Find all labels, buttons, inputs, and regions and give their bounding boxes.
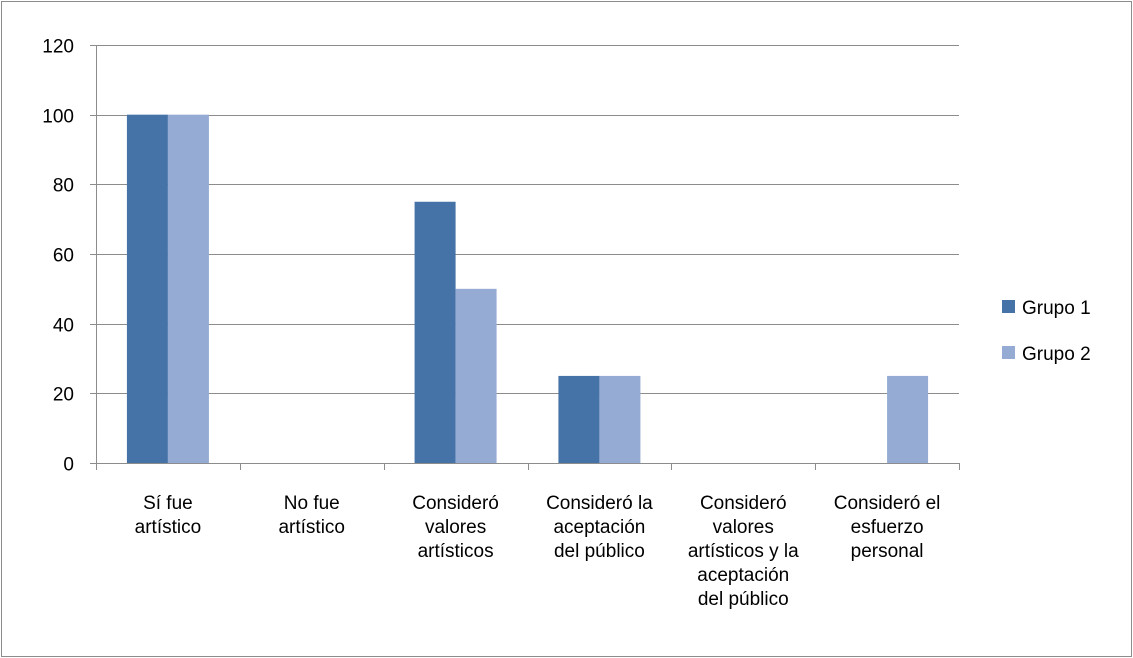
- bar-1: [414, 201, 456, 463]
- x-tick-label: Consideró valores artísticos y la aceptació…: [688, 493, 799, 610]
- gridlines: [96, 45, 959, 394]
- legend-swatch: [1002, 300, 1015, 313]
- tick-labels: 0 20 40 60 80 100 120 Sí fue artístico No fue artí…: [42, 37, 940, 611]
- y-tick-label: 0: [63, 455, 74, 476]
- y-tick-label: 100: [42, 107, 74, 128]
- axes: [90, 45, 960, 470]
- bar-1: [126, 114, 168, 464]
- legend-label: Grupo 1: [1022, 298, 1091, 319]
- bar-2: [167, 114, 209, 464]
- legend-swatch: [1002, 346, 1015, 359]
- y-tick-label: 120: [42, 37, 74, 58]
- y-tick-label: 60: [53, 246, 74, 267]
- legend: Grupo 1 Grupo 2: [1002, 298, 1091, 365]
- bar-1: [558, 375, 600, 463]
- x-tick-label: Sí fue artístico: [135, 493, 202, 538]
- bar-2: [887, 375, 929, 463]
- legend-label: Grupo 2: [1022, 344, 1091, 365]
- x-tick-label: Consideró el esfuerzo personal: [834, 493, 941, 562]
- x-tick-label: Consideró valores artísticos: [412, 493, 499, 562]
- y-tick-label: 20: [53, 385, 74, 406]
- x-tick-label: No fue artístico: [278, 493, 345, 538]
- bar-2: [455, 288, 497, 463]
- y-tick-label: 80: [53, 176, 74, 197]
- y-tick-label: 40: [53, 316, 74, 337]
- bar-2: [599, 375, 641, 463]
- x-tick-label: Consideró la aceptación del público: [546, 493, 653, 562]
- bars: [126, 114, 929, 464]
